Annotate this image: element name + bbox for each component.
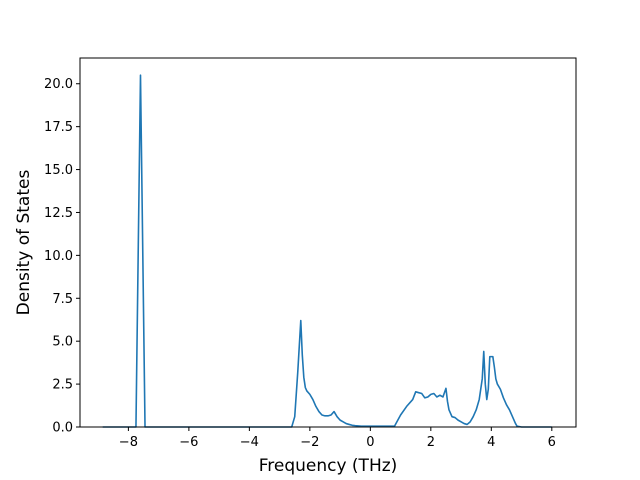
x-axis-ticks: −8 −6 −4 −2 0 2 4 6 xyxy=(119,427,556,450)
plot-frame xyxy=(79,57,577,428)
y-tick-label: 10.0 xyxy=(44,249,73,264)
x-tick-label: 2 xyxy=(427,435,435,450)
y-axis-ticks: 0.0 2.5 5.0 7.5 10.0 12.5 15.0 17.5 20.0 xyxy=(44,77,80,436)
x-tick-label: −2 xyxy=(300,435,319,450)
x-tick-label: 4 xyxy=(487,435,495,450)
x-tick-label: 0 xyxy=(366,435,374,450)
plot-area xyxy=(80,58,576,427)
series-layer xyxy=(102,74,552,428)
y-tick-label: 7.5 xyxy=(52,292,73,307)
y-tick-label: 12.5 xyxy=(44,206,73,221)
x-tick-label: −6 xyxy=(179,435,198,450)
y-tick-label: 20.0 xyxy=(44,77,73,92)
y-tick-label: 5.0 xyxy=(52,335,73,350)
x-axis-label: Frequency (THz) xyxy=(259,456,398,476)
x-tick-label: −4 xyxy=(240,435,259,450)
y-tick-label: 2.5 xyxy=(52,378,73,393)
y-tick-label: 15.0 xyxy=(44,163,73,178)
y-axis-label: Density of States xyxy=(14,170,34,316)
y-tick-label: 17.5 xyxy=(44,120,73,135)
dos-line-0 xyxy=(102,74,552,428)
x-tick-label: −8 xyxy=(119,435,138,450)
x-tick-label: 6 xyxy=(548,435,556,450)
y-tick-label: 0.0 xyxy=(52,421,73,436)
